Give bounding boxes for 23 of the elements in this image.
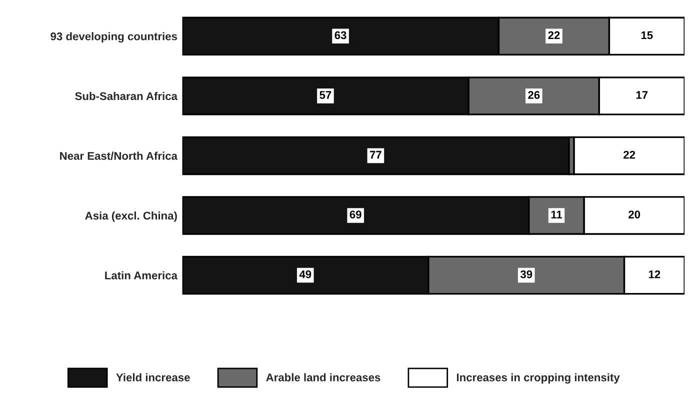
- data-label: 26: [528, 91, 540, 99]
- legend-label: Increases in cropping intensity: [456, 373, 620, 384]
- data-label: 69: [350, 210, 362, 218]
- data-label: 63: [334, 31, 346, 40]
- data-label: 22: [624, 150, 636, 159]
- legend-label: Arable land increases: [266, 373, 380, 382]
- data-label: 17: [636, 91, 648, 99]
- data-label: 22: [548, 31, 560, 40]
- data-label: 77: [370, 150, 382, 159]
- data-label: 39: [520, 270, 532, 278]
- y-tick-label: Near East/North Africa: [60, 152, 178, 160]
- data-label: 15: [641, 31, 653, 40]
- data-label: 57: [320, 91, 332, 99]
- legend-label: Yield increase: [116, 373, 190, 382]
- y-tick-label: Sub-Saharan Africa: [75, 92, 178, 100]
- y-tick-label: Latin America: [105, 271, 178, 280]
- bar: [182, 136, 570, 176]
- data-label: 12: [648, 270, 660, 278]
- data-label: 49: [299, 270, 312, 278]
- y-tick-label: Asia (excl. China): [85, 211, 177, 222]
- data-label: 20: [628, 210, 640, 218]
- y-tick-label: 93 developing countries: [50, 32, 178, 43]
- data-label: 11: [551, 210, 562, 218]
